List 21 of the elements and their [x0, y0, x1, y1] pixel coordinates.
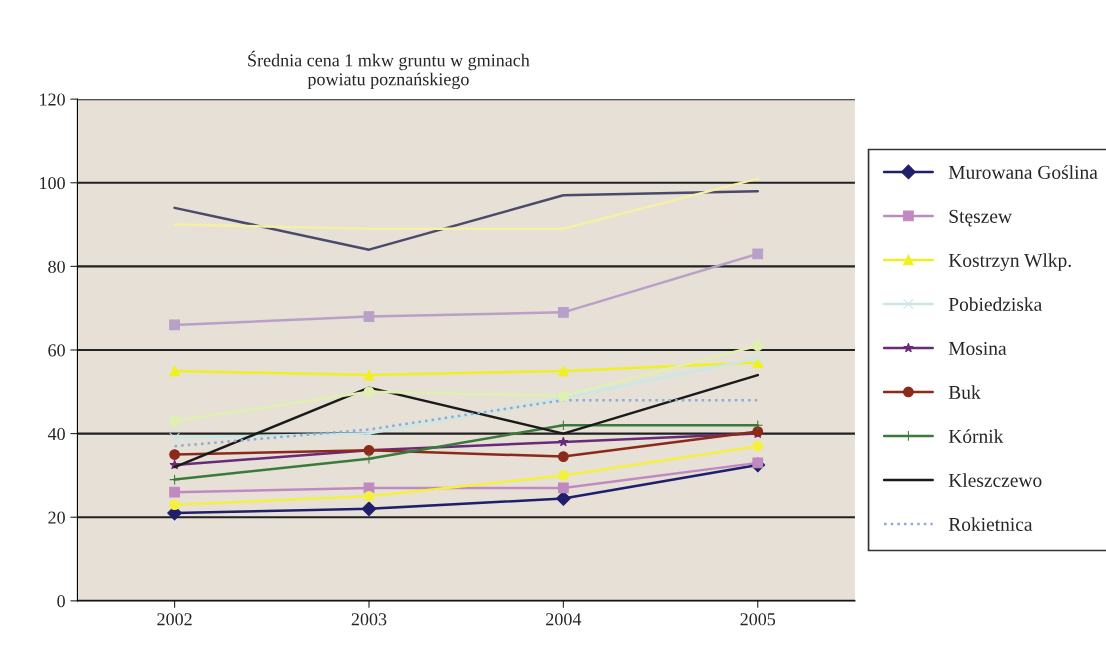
- legend-label: Kleszczewo: [948, 473, 1042, 487]
- y-tick-label: 60: [48, 344, 65, 357]
- chart-title: Średnia cena 1 mkw gruntu w gminach powiatu poznańskiego: [248, 50, 530, 90]
- y-tick-label: 20: [48, 511, 65, 524]
- y-tick-label: 40: [47, 427, 65, 441]
- legend-label: Stęszew: [949, 209, 1012, 227]
- legend-label: Mosina: [948, 341, 1007, 355]
- y-tick-label: 100: [40, 177, 65, 190]
- x-tick-label: 2004: [546, 613, 582, 626]
- legend-label: Kostrzyn Wlkp.: [948, 253, 1071, 271]
- x-tick-label: 2005: [740, 613, 776, 626]
- legend-label: Buk: [948, 385, 981, 399]
- y-tick-label: 120: [40, 93, 65, 106]
- x-tick-label: 2002: [157, 613, 192, 626]
- legend-label: Pobiedziska: [948, 297, 1042, 311]
- y-tick-label: 0: [57, 595, 65, 608]
- legend-label: Rokietnica: [948, 517, 1033, 531]
- x-tick-label: 2003: [351, 613, 387, 626]
- legend-label: Murowana Goślina: [948, 165, 1098, 179]
- legend-label: Kórnik: [948, 429, 1004, 443]
- y-tick-label: 80: [48, 260, 65, 273]
